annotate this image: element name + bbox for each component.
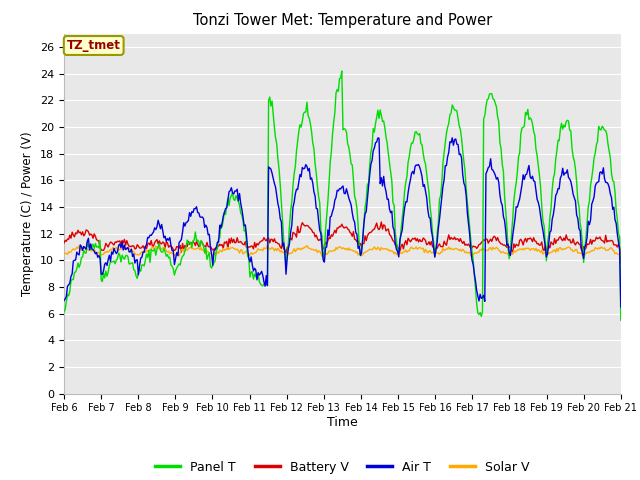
Text: TZ_tmet: TZ_tmet [67,39,121,52]
Y-axis label: Temperature (C) / Power (V): Temperature (C) / Power (V) [22,132,35,296]
Legend: Panel T, Battery V, Air T, Solar V: Panel T, Battery V, Air T, Solar V [150,456,534,479]
Title: Tonzi Tower Met: Temperature and Power: Tonzi Tower Met: Temperature and Power [193,13,492,28]
X-axis label: Time: Time [327,416,358,429]
